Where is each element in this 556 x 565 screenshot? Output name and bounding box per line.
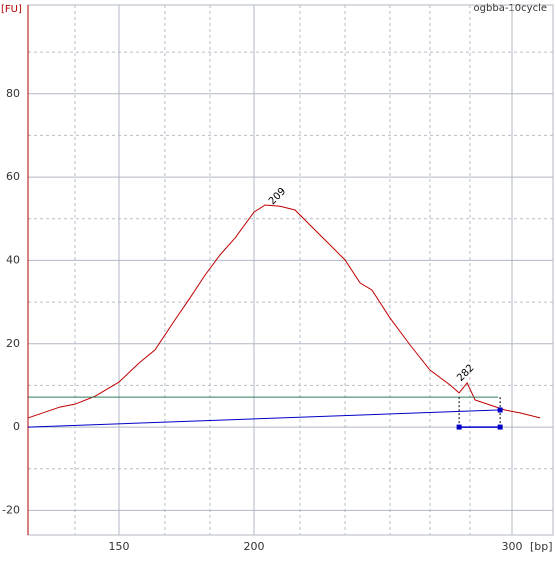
- y-tick-label: 80: [6, 87, 20, 100]
- x-tick-label: 150: [109, 540, 130, 553]
- x-axis-label: [bp]: [530, 540, 553, 553]
- x-tick-label: 200: [244, 540, 265, 553]
- plot-area: [27, 4, 554, 536]
- y-tick-label: 0: [13, 420, 20, 433]
- y-tick-label: 60: [6, 170, 20, 183]
- region-handle: [497, 424, 503, 430]
- y-tick-label: -20: [2, 503, 20, 516]
- y-tick-label: 40: [6, 253, 20, 266]
- series-line: [27, 409, 499, 428]
- y-axis-label: [FU]: [1, 4, 22, 15]
- region-handle: [456, 424, 462, 430]
- region-handle: [497, 407, 503, 413]
- chart-title: ogbba-10cycle: [474, 3, 547, 14]
- x-tick-label: 300: [502, 540, 523, 553]
- series-line: [27, 204, 541, 419]
- y-tick-label: 20: [6, 337, 20, 350]
